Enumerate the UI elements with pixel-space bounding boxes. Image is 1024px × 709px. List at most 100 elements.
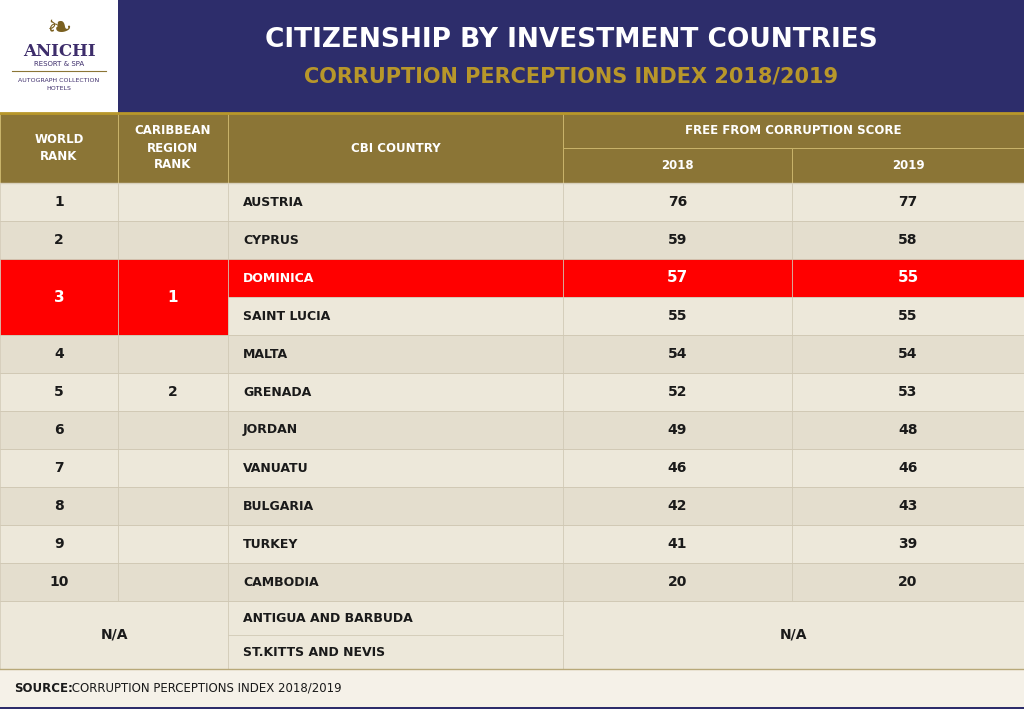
Text: 77: 77 <box>898 195 918 209</box>
Text: DOMINICA: DOMINICA <box>243 272 314 284</box>
Text: N/A: N/A <box>100 628 128 642</box>
Bar <box>563 373 792 411</box>
Text: 55: 55 <box>898 309 918 323</box>
Text: 53: 53 <box>898 385 918 399</box>
Text: CORRUPTION PERCEPTIONS INDEX 2018/2019: CORRUPTION PERCEPTIONS INDEX 2018/2019 <box>304 66 838 86</box>
Bar <box>563 221 792 259</box>
Bar <box>118 411 228 449</box>
Text: ST.KITTS AND NEVIS: ST.KITTS AND NEVIS <box>243 645 385 659</box>
Text: 54: 54 <box>668 347 687 361</box>
Bar <box>0 707 1024 709</box>
Text: 76: 76 <box>668 195 687 209</box>
Text: TURKEY: TURKEY <box>243 537 298 550</box>
Bar <box>563 411 792 449</box>
Text: 2019: 2019 <box>892 159 925 172</box>
Bar <box>228 635 563 669</box>
Bar <box>228 373 563 411</box>
Bar <box>792 148 1024 183</box>
Bar <box>0 487 118 525</box>
Text: ANICHI: ANICHI <box>23 43 95 60</box>
Text: SOURCE:: SOURCE: <box>14 681 73 695</box>
Bar <box>792 525 1024 563</box>
Bar <box>792 297 1024 335</box>
Text: 7: 7 <box>54 461 63 475</box>
Bar <box>0 525 118 563</box>
Bar <box>118 525 228 563</box>
Bar <box>792 221 1024 259</box>
Bar <box>0 113 118 183</box>
Text: 42: 42 <box>668 499 687 513</box>
Bar <box>228 411 563 449</box>
Text: 43: 43 <box>898 499 918 513</box>
Bar <box>118 183 228 221</box>
Text: 3: 3 <box>53 289 65 304</box>
Bar <box>228 525 563 563</box>
Bar <box>792 563 1024 601</box>
Text: MALTA: MALTA <box>243 347 288 360</box>
Text: CYPRUS: CYPRUS <box>243 233 299 247</box>
Text: GRENADA: GRENADA <box>243 386 311 398</box>
Bar <box>0 449 118 487</box>
Text: 1: 1 <box>168 289 178 304</box>
Bar <box>228 297 563 335</box>
Bar <box>118 373 228 411</box>
Bar <box>0 411 118 449</box>
Text: SAINT LUCIA: SAINT LUCIA <box>243 310 331 323</box>
Bar <box>0 0 118 113</box>
Bar <box>563 148 792 183</box>
Text: 48: 48 <box>898 423 918 437</box>
Bar <box>563 259 792 297</box>
Bar <box>228 449 563 487</box>
Text: 52: 52 <box>668 385 687 399</box>
Bar <box>118 113 228 183</box>
Bar <box>228 259 563 297</box>
Bar <box>792 449 1024 487</box>
Text: 59: 59 <box>668 233 687 247</box>
Bar <box>118 0 1024 113</box>
Bar <box>0 601 228 669</box>
Text: 6: 6 <box>54 423 63 437</box>
Bar <box>792 411 1024 449</box>
Text: 8: 8 <box>54 499 63 513</box>
Text: 2018: 2018 <box>662 159 694 172</box>
Text: 39: 39 <box>898 537 918 551</box>
Bar <box>0 221 118 259</box>
Text: 55: 55 <box>668 309 687 323</box>
Text: 10: 10 <box>49 575 69 589</box>
Bar <box>563 525 792 563</box>
Text: 54: 54 <box>898 347 918 361</box>
Bar <box>563 563 792 601</box>
Text: CITIZENSHIP BY INVESTMENT COUNTRIES: CITIZENSHIP BY INVESTMENT COUNTRIES <box>264 27 878 53</box>
Text: 5: 5 <box>54 385 63 399</box>
Text: JORDAN: JORDAN <box>243 423 298 437</box>
Text: N/A: N/A <box>779 628 807 642</box>
Text: ANTIGUA AND BARBUDA: ANTIGUA AND BARBUDA <box>243 611 413 625</box>
Text: HOTELS: HOTELS <box>46 86 72 91</box>
Text: 2: 2 <box>168 385 178 399</box>
Text: CORRUPTION PERCEPTIONS INDEX 2018/2019: CORRUPTION PERCEPTIONS INDEX 2018/2019 <box>68 681 342 695</box>
Bar <box>118 487 228 525</box>
Bar <box>228 487 563 525</box>
Text: 49: 49 <box>668 423 687 437</box>
Bar <box>792 373 1024 411</box>
Bar <box>228 113 563 183</box>
Text: 55: 55 <box>897 271 919 286</box>
Text: 46: 46 <box>898 461 918 475</box>
Bar <box>0 259 118 335</box>
Text: CBI COUNTRY: CBI COUNTRY <box>350 142 440 155</box>
Text: CAMBODIA: CAMBODIA <box>243 576 318 588</box>
Bar <box>563 297 792 335</box>
Bar <box>563 113 1024 148</box>
Text: VANUATU: VANUATU <box>243 462 308 474</box>
Text: 4: 4 <box>54 347 63 361</box>
Bar <box>0 373 118 411</box>
Text: CARIBBEAN
REGION
RANK: CARIBBEAN REGION RANK <box>135 125 211 172</box>
Bar <box>118 335 228 373</box>
Bar <box>228 335 563 373</box>
Bar <box>228 221 563 259</box>
Text: AUSTRIA: AUSTRIA <box>243 196 304 208</box>
Text: 58: 58 <box>898 233 918 247</box>
Bar <box>118 449 228 487</box>
Text: 1: 1 <box>54 195 63 209</box>
Text: 9: 9 <box>54 537 63 551</box>
